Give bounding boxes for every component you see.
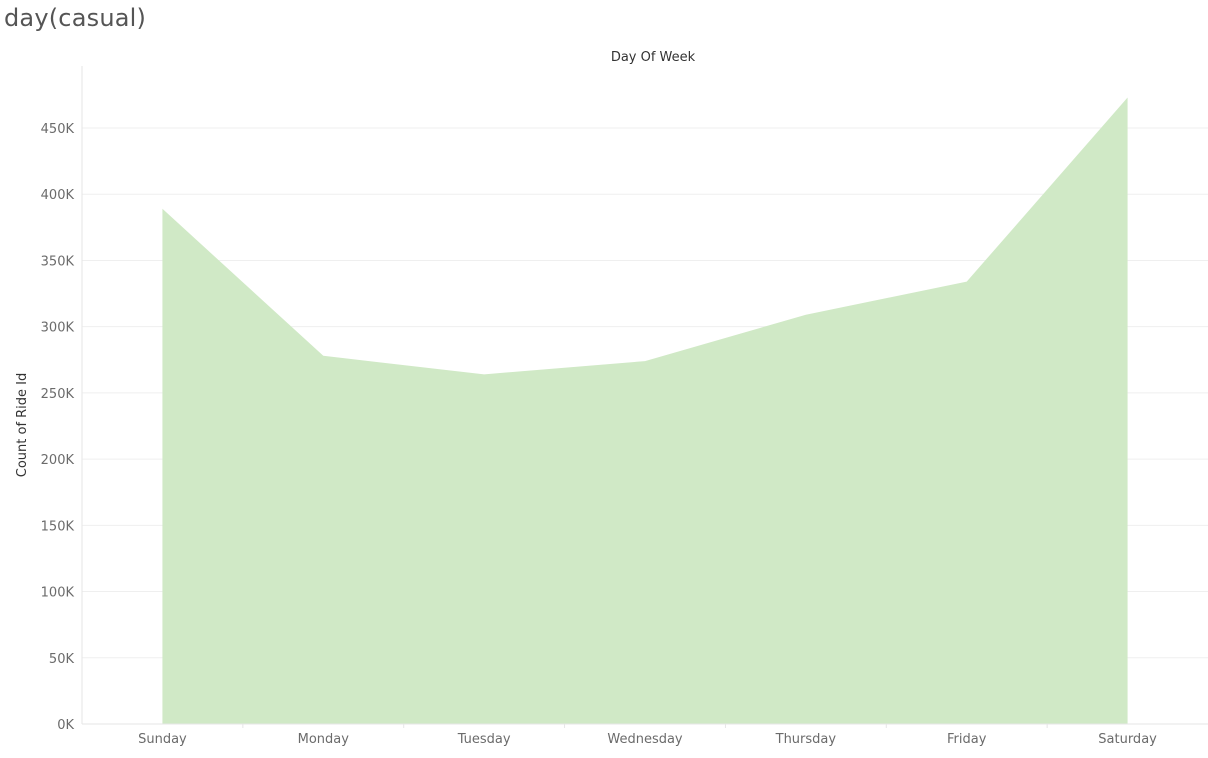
y-tick-label: 100K <box>41 586 75 601</box>
y-tick-label: 350K <box>41 254 75 269</box>
x-tick-label: Sunday <box>138 732 187 747</box>
y-tick-label: 300K <box>41 321 75 336</box>
x-tick-label: Saturday <box>1098 732 1157 747</box>
x-tick-label: Wednesday <box>607 732 683 747</box>
y-tick-label: 200K <box>41 453 75 468</box>
axes: 0K 50K 100K 150K 200K 250K 300K 350K 400K 450K Sun… <box>41 66 1208 747</box>
y-tick-label: 250K <box>41 387 75 402</box>
x-tick-label: Thursday <box>775 732 837 747</box>
sheet-title: day(casual) <box>4 4 147 32</box>
y-tick-label: 400K <box>41 188 75 203</box>
x-tick-label: Friday <box>947 732 987 747</box>
data-point-friday[interactable] <box>964 279 970 285</box>
data-point-saturday[interactable] <box>1125 95 1131 101</box>
area-series[interactable] <box>162 97 1128 724</box>
y-tick-label: 150K <box>41 519 75 534</box>
column-header: Day Of Week <box>611 50 696 65</box>
x-tick-label: Monday <box>298 732 350 747</box>
y-tick-label: 0K <box>57 718 74 733</box>
y-axis-title: Count of Ride Id <box>15 373 30 478</box>
data-point-sunday[interactable] <box>159 206 165 212</box>
data-point-thursday[interactable] <box>803 312 809 318</box>
x-tick-label: Tuesday <box>457 732 511 747</box>
plot-area <box>159 95 1131 724</box>
y-tick-label: 50K <box>49 652 75 667</box>
data-point-monday[interactable] <box>320 353 326 359</box>
y-tick-label: 450K <box>41 122 75 137</box>
data-point-tuesday[interactable] <box>481 371 487 377</box>
data-point-wednesday[interactable] <box>642 358 648 364</box>
